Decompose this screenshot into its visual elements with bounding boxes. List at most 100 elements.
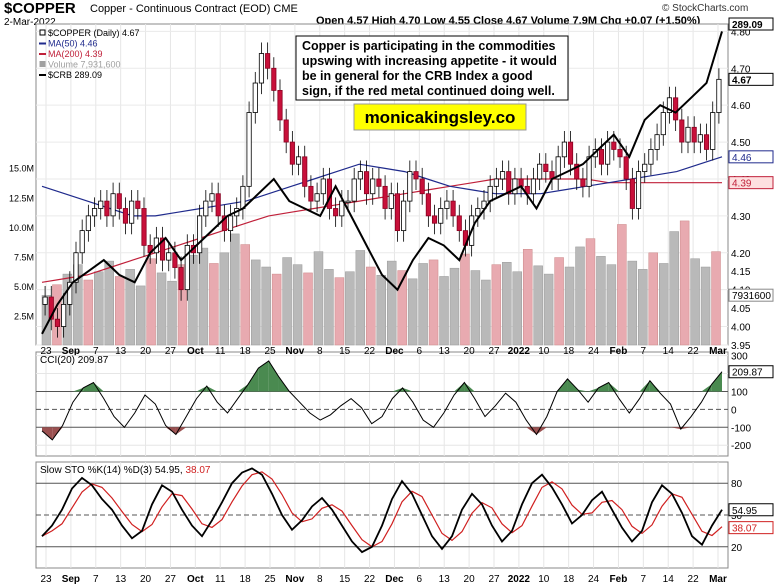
price-badge-label: 4.67: [732, 75, 752, 86]
candle-body: [91, 208, 98, 217]
chart-symbol: $COPPER: [4, 0, 76, 17]
candle-body: [178, 267, 184, 291]
candle-body: [265, 53, 271, 69]
candle-body: [61, 304, 67, 327]
x-tick-label-lower: 10: [538, 574, 550, 584]
volume-bar: [679, 220, 690, 346]
volume-bar: [324, 269, 334, 346]
candle-body: [506, 171, 512, 195]
candle-body: [617, 149, 623, 158]
candle-body: [629, 178, 635, 209]
candle-body: [413, 171, 419, 180]
price-badge-label: 7931600: [732, 291, 771, 302]
candle-body: [407, 171, 413, 202]
cci-overbought-fill: [93, 382, 104, 392]
volume-bar: [617, 224, 627, 346]
candle-body: [54, 318, 61, 327]
candle-body: [295, 156, 302, 165]
volume-bar: [481, 279, 491, 346]
legend-entry: MA(200) 4.39: [48, 49, 103, 59]
sto-k-badge: [728, 503, 774, 517]
x-tick-label-lower: Mar: [709, 574, 727, 584]
volume-bar: [585, 238, 596, 346]
volume-bar: [345, 271, 355, 346]
x-tick-label-lower: 7: [641, 574, 647, 584]
x-tick-label-lower: 2022: [508, 574, 531, 584]
x-tick-label-lower: 15: [339, 574, 351, 584]
x-tick-label-upper: 18: [563, 346, 575, 357]
candle-body: [623, 156, 629, 180]
candle-body: [48, 296, 54, 320]
volume-bar: [114, 276, 125, 346]
x-tick-label-upper: 7: [641, 346, 647, 357]
volume-bar: [240, 244, 250, 346]
candle-body: [116, 193, 122, 209]
volume-tick-label: 7.5M: [14, 252, 34, 262]
price-tick-label: 3.95: [731, 341, 751, 352]
candle-body: [431, 215, 438, 224]
x-tick-label-upper: 25: [264, 346, 276, 357]
x-tick-label-lower: Dec: [385, 574, 404, 584]
candle-body: [215, 193, 221, 217]
annotation-text: be in general for the CRB Index a good: [302, 69, 533, 83]
candle-body: [345, 200, 351, 204]
x-tick-label-upper: 7: [93, 346, 99, 357]
legend-entry: $CRB 289.09: [48, 70, 102, 80]
cci-overbought-fill: [83, 382, 94, 392]
crb-line: [41, 31, 723, 335]
volume-bar: [648, 252, 658, 346]
volume-bar: [303, 272, 313, 346]
x-tick-label-lower: 20: [140, 574, 152, 584]
cci-overbought-fill: [258, 360, 269, 392]
candle-body: [79, 230, 85, 254]
candle-body: [580, 178, 586, 187]
candle-body: [635, 171, 642, 209]
x-tick-label-lower: 6: [417, 574, 423, 584]
volume-bar: [564, 266, 575, 346]
candle-body: [419, 178, 425, 195]
candle-body: [710, 112, 716, 150]
sto-k-line: [41, 467, 723, 554]
candle-body: [605, 141, 611, 165]
x-tick-label-upper: Oct: [187, 346, 204, 357]
candle-body: [561, 141, 567, 158]
candle-body: [73, 252, 79, 283]
price-badge: [728, 72, 774, 86]
candle-body: [475, 208, 481, 217]
candle-body: [691, 126, 697, 143]
volume-bar: [522, 249, 533, 346]
cci-oversold-fill: [670, 427, 681, 430]
candle-body: [512, 178, 518, 195]
x-tick-label-upper: Mar: [709, 346, 727, 357]
x-tick-label-upper: 27: [488, 346, 500, 357]
cci-overbought-fill: [598, 382, 609, 392]
candle-body: [679, 119, 685, 143]
ma50-line: [41, 156, 723, 217]
candle-body: [697, 134, 703, 143]
candle-body: [611, 141, 617, 150]
candle-body: [493, 178, 499, 187]
stockcharts-credit: © StockCharts.com: [662, 3, 749, 14]
candle-body: [567, 141, 574, 165]
volume-bar: [575, 246, 585, 346]
x-tick-label-upper: 24: [588, 346, 600, 357]
candle-body: [221, 215, 227, 232]
cci-oversold-fill: [526, 427, 537, 435]
volume-bar: [512, 271, 522, 346]
candle-body: [648, 149, 654, 165]
candle-body: [42, 296, 48, 305]
sto-d-badge-label: 38.07: [732, 524, 757, 535]
candle-body: [499, 171, 506, 180]
x-tick-label-lower: 18: [563, 574, 575, 584]
candle-body: [129, 200, 135, 224]
candle-body: [376, 178, 382, 187]
candle-body: [351, 178, 357, 202]
x-tick-label-upper: 15: [339, 346, 351, 357]
sto-label: Slow STO %K(14) %D(3) 54.95, 38.07: [40, 465, 211, 476]
annotation-text: Copper is participating in the commoditi…: [302, 39, 556, 53]
candle-body: [586, 156, 592, 187]
x-tick-label-upper: 6: [417, 346, 423, 357]
price-badge: [728, 176, 774, 190]
cci-oversold-fill: [680, 427, 692, 430]
candle-body: [122, 208, 129, 224]
